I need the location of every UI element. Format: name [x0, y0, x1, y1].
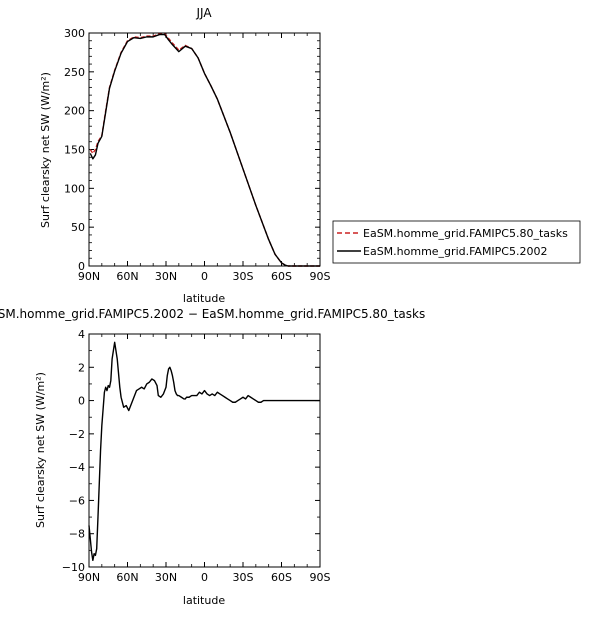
x-tick-label: 60S — [271, 571, 292, 584]
x-tick-label: 0 — [201, 270, 208, 283]
y-tick-label: −8 — [69, 528, 85, 541]
x-tick-label: 30S — [233, 270, 254, 283]
legend-entry-80-tasks: EaSM.homme_grid.FAMIPC5.80_tasks — [363, 227, 568, 240]
y-tick-label: −2 — [69, 428, 85, 441]
y-tick-label: 4 — [78, 328, 85, 341]
bottom-panel: EaSM.homme_grid.FAMIPC5.2002 − EaSM.homm… — [0, 307, 425, 607]
x-tick-label: 90N — [78, 571, 100, 584]
top-y-axis-label: Surf clearsky net SW (W/m²) — [39, 72, 52, 228]
bottom-axis-ticks — [88, 333, 321, 568]
y-tick-label: 0 — [78, 395, 85, 408]
y-tick-label: 50 — [71, 221, 85, 234]
x-tick-label: 60N — [116, 571, 138, 584]
x-tick-label: 90S — [310, 571, 331, 584]
top-axis-ticks — [88, 32, 321, 267]
bottom-y-tick-labels: −10 −8 −6 −4 −2 0 2 4 — [62, 328, 85, 574]
y-tick-label: 250 — [64, 66, 85, 79]
top-plot-frame — [88, 32, 321, 267]
legend-box — [332, 220, 581, 264]
series-line-2002 — [89, 33, 320, 267]
x-tick-label: 30S — [233, 571, 254, 584]
top-x-axis-label: latitude — [183, 292, 225, 305]
x-tick-label: 0 — [201, 571, 208, 584]
y-tick-label: −10 — [62, 561, 85, 574]
y-tick-label: −6 — [69, 494, 85, 507]
series-line-difference — [88, 341, 320, 562]
top-panel: JJA 90N 60N 30N 0 30S 60S 90S 0 50 100 150 200 250 3… — [39, 6, 331, 305]
top-series-group — [89, 33, 320, 267]
legend-entry-2002: EaSM.homme_grid.FAMIPC5.2002 — [363, 245, 547, 258]
top-x-tick-labels: 90N 60N 30N 0 30S 60S 90S — [78, 270, 331, 283]
x-tick-label: 60S — [271, 270, 292, 283]
x-tick-label: 60N — [116, 270, 138, 283]
y-tick-label: 0 — [78, 260, 85, 273]
x-tick-label: 90N — [78, 270, 100, 283]
series-line-80-tasks — [89, 33, 320, 267]
x-tick-label: 30N — [155, 571, 177, 584]
y-tick-label: 300 — [64, 27, 85, 40]
y-tick-label: 200 — [64, 105, 85, 118]
y-tick-label: −4 — [69, 461, 85, 474]
bottom-panel-title: EaSM.homme_grid.FAMIPC5.2002 − EaSM.homm… — [0, 307, 425, 321]
y-tick-label: 100 — [64, 182, 85, 195]
x-tick-label: 30N — [155, 270, 177, 283]
x-tick-label: 90S — [310, 270, 331, 283]
bottom-y-axis-label: Surf clearsky net SW (W/m²) — [34, 372, 47, 528]
top-y-tick-labels: 0 50 100 150 200 250 300 — [64, 27, 85, 273]
bottom-x-tick-labels: 90N 60N 30N 0 30S 60S 90S — [78, 571, 331, 584]
y-tick-label: 150 — [64, 144, 85, 157]
bottom-plot-frame — [88, 333, 321, 568]
y-tick-label: 2 — [78, 361, 85, 374]
legend: EaSM.homme_grid.FAMIPC5.80_tasks EaSM.ho… — [332, 220, 581, 264]
bottom-series-group — [88, 341, 320, 562]
top-panel-title: JJA — [195, 6, 212, 20]
bottom-x-axis-label: latitude — [183, 594, 225, 607]
